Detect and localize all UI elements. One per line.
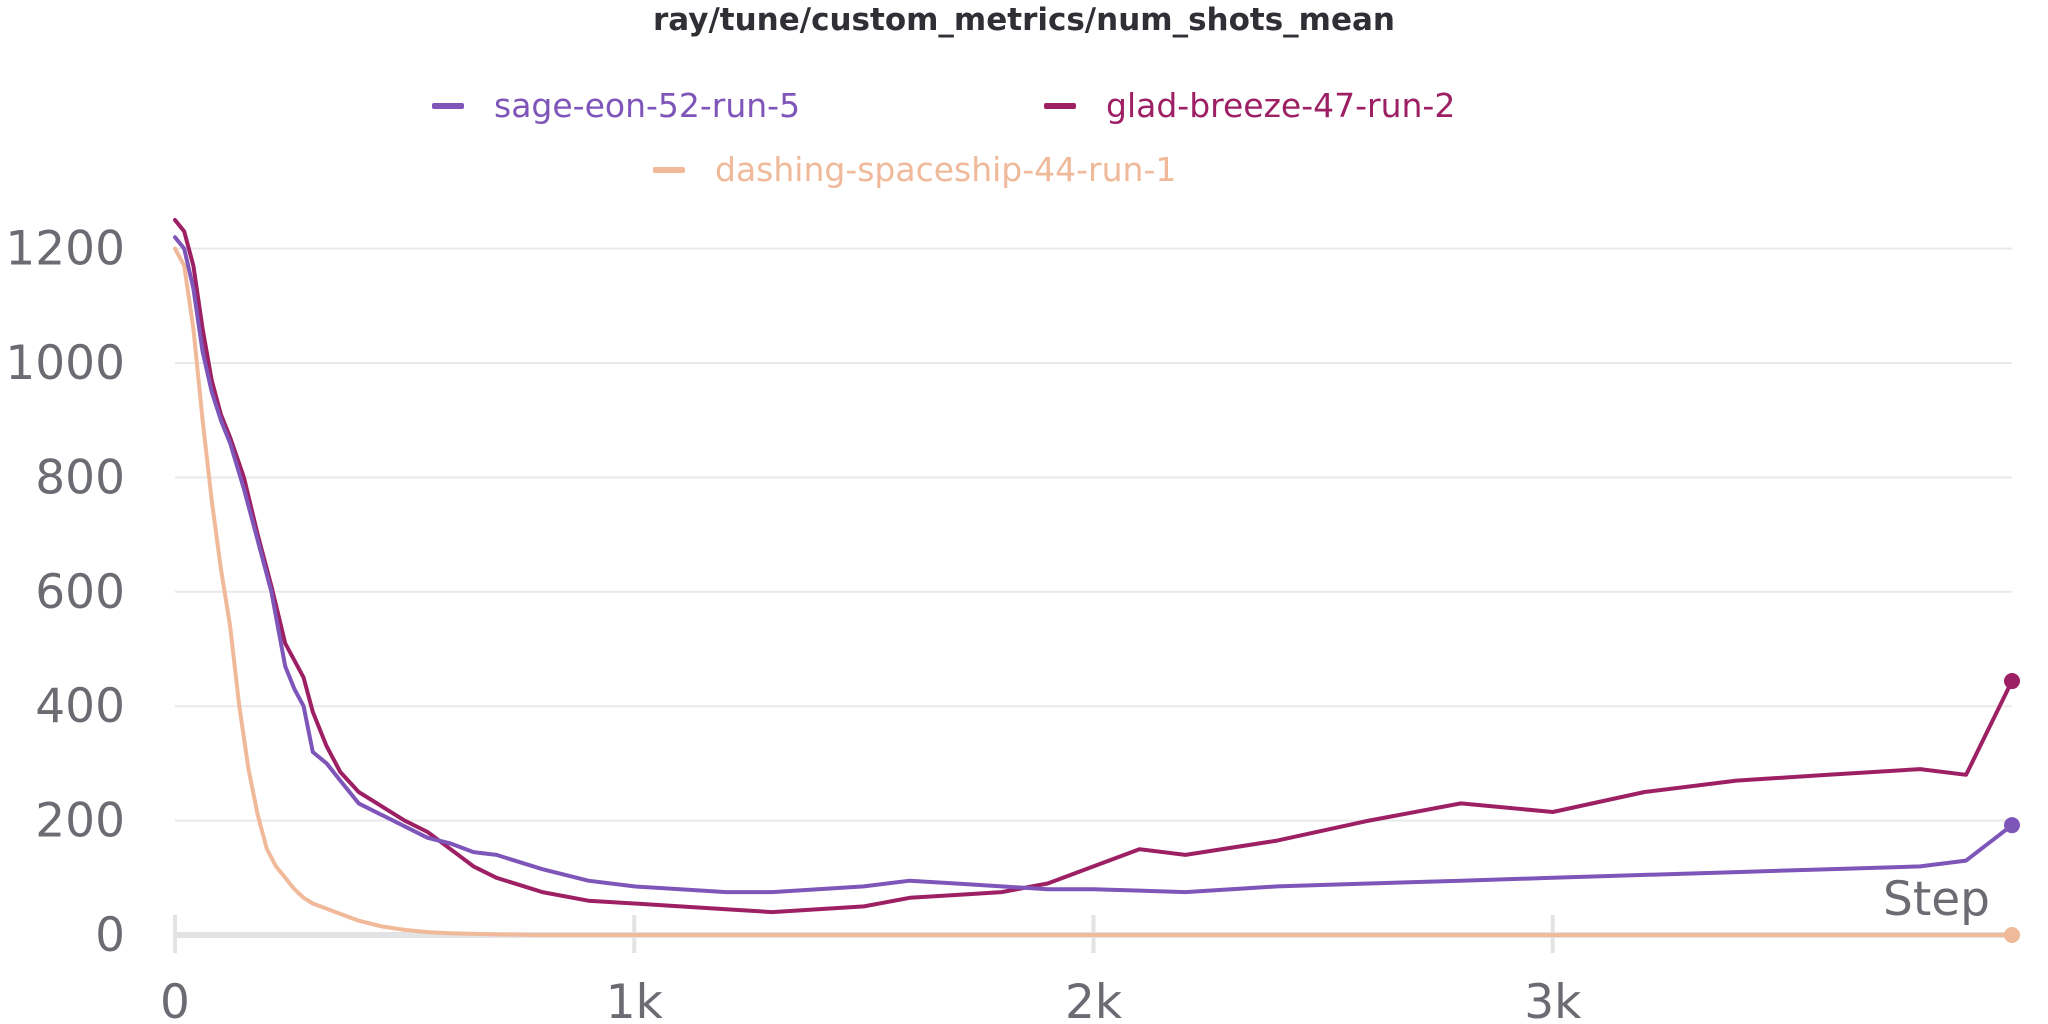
legend-item-sage-eon[interactable]: sage-eon-52-run-5	[432, 86, 800, 126]
legend-swatch-glad-breeze	[1044, 103, 1076, 109]
series-end-marker-sage-eon-52-run-5[interactable]	[2004, 817, 2020, 834]
y-tick-label: 1200	[5, 222, 125, 277]
legend-swatch-dashing-spaceship	[653, 167, 685, 173]
series-line-sage-eon-52-run-5[interactable]	[173, 235, 2014, 895]
x-tick-label: 0	[160, 975, 190, 1024]
legend-item-dashing-spaceship[interactable]: dashing-spaceship-44-run-1	[653, 150, 1176, 190]
legend-swatch-sage-eon	[432, 103, 464, 109]
legend-label-glad-breeze: glad-breeze-47-run-2	[1106, 86, 1456, 125]
series-line-dashing-spaceship-44-run-1[interactable]	[173, 246, 2014, 937]
y-tick-label: 800	[35, 450, 125, 505]
chart-title: ray/tune/custom_metrics/num_shots_mean	[653, 2, 1395, 38]
x-axis-label: Step	[1883, 872, 1990, 927]
y-tick-label: 400	[35, 679, 125, 734]
y-tick-label: 0	[95, 908, 125, 963]
y-tick-label: 200	[35, 794, 125, 849]
legend-label-sage-eon: sage-eon-52-run-5	[494, 86, 801, 125]
series-end-marker-dashing-spaceship-44-run-1[interactable]	[2004, 927, 2020, 943]
legend-item-glad-breeze[interactable]: glad-breeze-47-run-2	[1044, 86, 1455, 126]
series-line-glad-breeze-47-run-2[interactable]	[173, 218, 2014, 915]
x-tick-label: 2k	[1065, 975, 1123, 1024]
legend-label-dashing-spaceship: dashing-spaceship-44-run-1	[715, 150, 1177, 189]
y-tick-label: 1000	[5, 336, 125, 391]
x-tick-label: 3k	[1524, 975, 1582, 1024]
y-tick-label: 600	[35, 565, 125, 620]
x-tick-label: 1k	[606, 975, 664, 1024]
series-end-marker-glad-breeze-47-run-2[interactable]	[2004, 673, 2020, 690]
